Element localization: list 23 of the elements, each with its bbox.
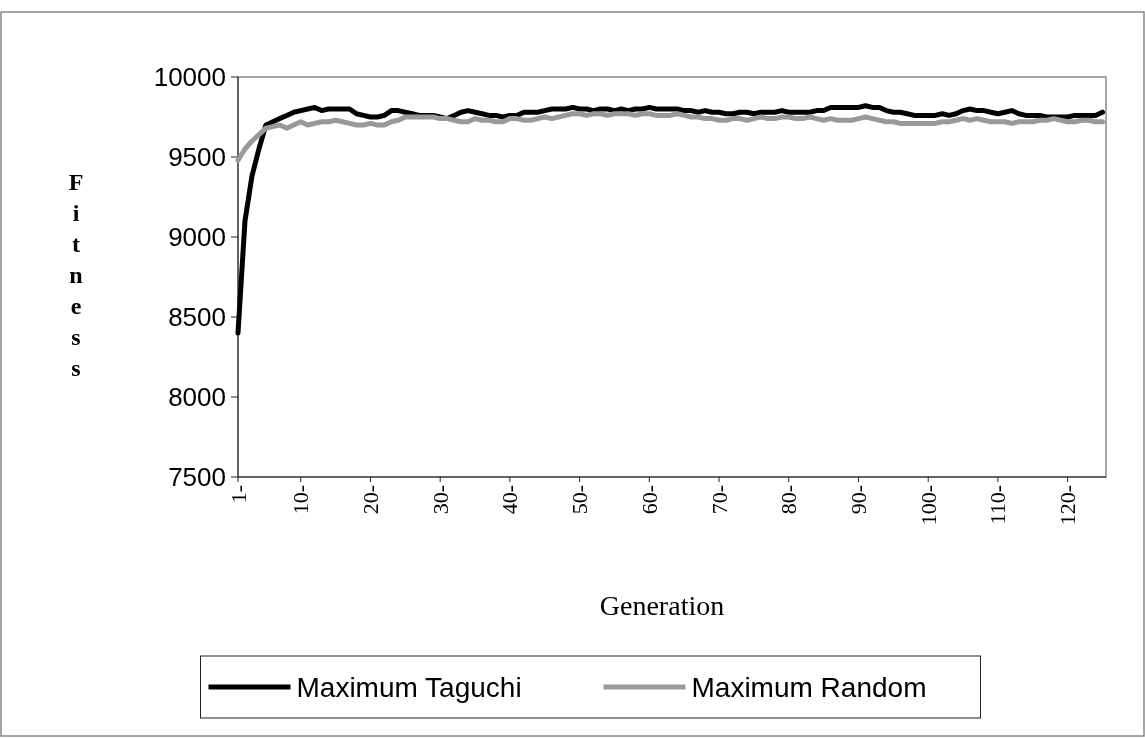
x-tick-label: 50- [567,485,593,515]
x-tick-label: 40- [497,485,523,515]
legend-label: Maximum Taguchi [296,671,522,703]
x-tick-label: 70- [706,485,732,515]
x-tick-label: 120- [1055,485,1081,526]
y-tick-label: 7500 [168,462,226,493]
y-tick-label: 10000 [153,62,226,93]
x-tick-label: 80- [776,485,802,515]
y-tick-label: 9500 [168,142,226,173]
x-tick-label: 90- [846,485,871,515]
x-tick-label: 10- [288,485,314,515]
y-tick-label: 9000 [168,222,226,253]
x-tick-label: 60- [636,485,662,515]
x-tick-label: 100- [915,485,941,526]
y-tick-label: 8500 [168,302,226,333]
legend-label: Maximum Random [691,671,927,703]
x-tick-label: 20- [357,485,383,515]
x-tick-label: 1- [225,485,251,504]
y-tick-label: 8000 [168,382,226,413]
x-tick-label: 110- [985,485,1011,525]
y-axis-title: Fitness [68,169,84,381]
x-axis-title: Generation [599,590,725,621]
x-tick-label: 30- [427,485,453,515]
